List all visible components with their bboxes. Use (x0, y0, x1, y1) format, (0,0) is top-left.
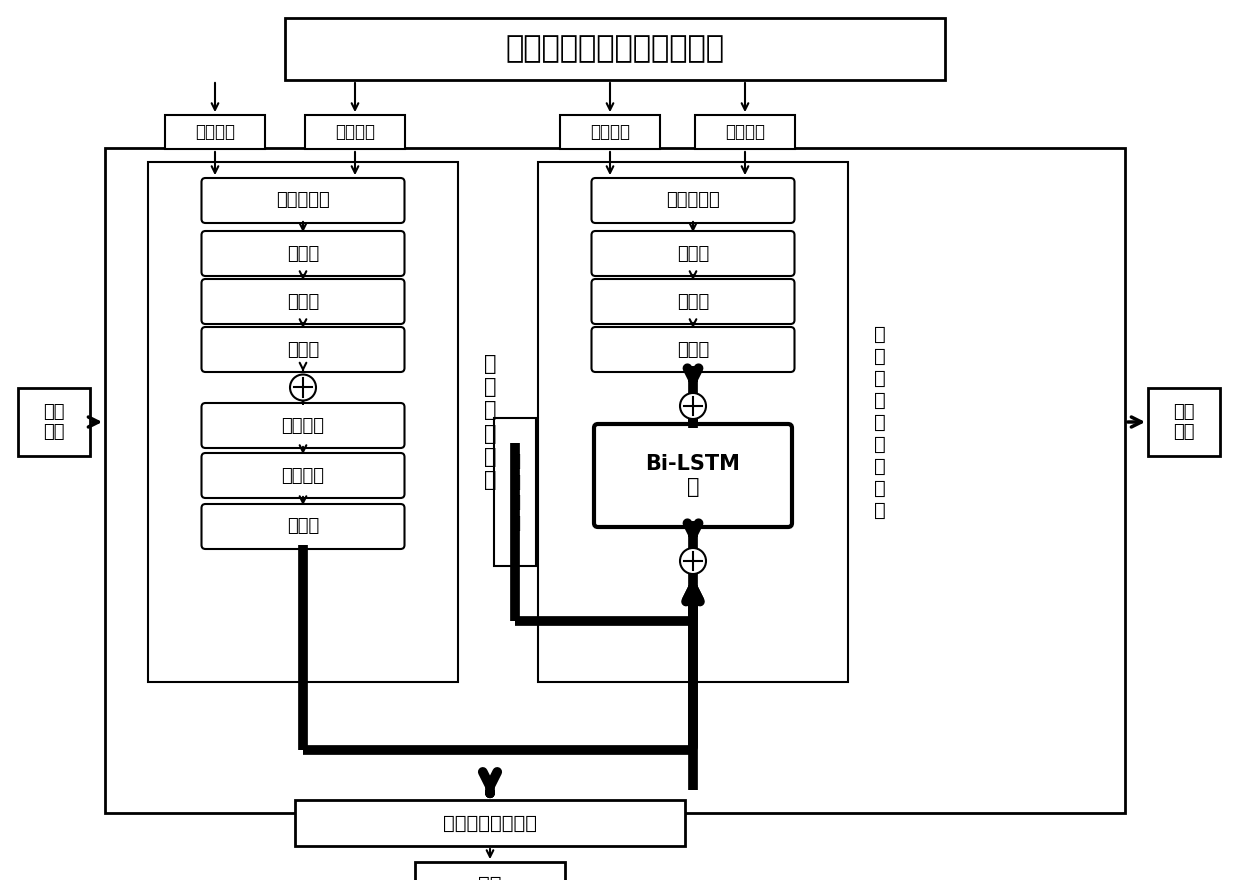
FancyBboxPatch shape (201, 504, 404, 549)
Bar (285, 18, 945, 80)
Bar (105, 148, 1125, 813)
Text: 池化层: 池化层 (286, 341, 319, 358)
Text: 特征融合并正则化: 特征融合并正则化 (443, 813, 537, 832)
FancyBboxPatch shape (201, 327, 404, 372)
Text: 扩展及编码: 扩展及编码 (666, 192, 720, 209)
Bar (560, 115, 660, 149)
Text: 扩展及编码: 扩展及编码 (277, 192, 330, 209)
Bar (494, 418, 536, 566)
Text: 基
序
获
取
模
块: 基 序 获 取 模 块 (484, 354, 496, 490)
FancyBboxPatch shape (201, 231, 404, 276)
Text: 结构数据: 结构数据 (335, 123, 374, 141)
Text: 残
差
模
块: 残 差 模 块 (510, 451, 520, 532)
Text: 序列数据: 序列数据 (590, 123, 630, 141)
FancyBboxPatch shape (201, 279, 404, 324)
Bar (694, 115, 795, 149)
Text: 卷积层: 卷积层 (286, 245, 319, 262)
Text: 激活层: 激活层 (286, 517, 319, 536)
Text: 分类: 分类 (479, 875, 502, 880)
Bar (19, 388, 91, 456)
FancyBboxPatch shape (591, 279, 795, 324)
Text: 输出
结果: 输出 结果 (1173, 402, 1195, 442)
Text: 序列数据: 序列数据 (195, 123, 236, 141)
Bar (538, 162, 848, 682)
Circle shape (290, 375, 316, 400)
FancyBboxPatch shape (201, 453, 404, 498)
FancyBboxPatch shape (591, 327, 795, 372)
FancyBboxPatch shape (201, 178, 404, 223)
Text: 正则化层: 正则化层 (281, 416, 325, 435)
Bar (148, 162, 458, 682)
Text: 上
下
文
语
义
获
取
模
块: 上 下 文 语 义 获 取 模 块 (874, 325, 885, 519)
Text: 待测
数据: 待测 数据 (43, 402, 64, 442)
Bar (1148, 388, 1220, 456)
Text: 激活层: 激活层 (286, 292, 319, 311)
Bar (165, 115, 265, 149)
Text: 池化层: 池化层 (677, 341, 709, 358)
Text: 全连接层: 全连接层 (281, 466, 325, 485)
FancyBboxPatch shape (201, 403, 404, 448)
FancyBboxPatch shape (594, 424, 792, 527)
FancyBboxPatch shape (591, 178, 795, 223)
Circle shape (680, 393, 706, 419)
Circle shape (680, 548, 706, 574)
FancyBboxPatch shape (591, 231, 795, 276)
Text: Bi-LSTM
层: Bi-LSTM 层 (646, 454, 740, 497)
Text: 结构数据: 结构数据 (725, 123, 765, 141)
Text: 激活层: 激活层 (677, 292, 709, 311)
Bar (415, 862, 565, 880)
Text: 输入：序列数据和结构数据: 输入：序列数据和结构数据 (506, 34, 724, 63)
Text: 卷积层: 卷积层 (677, 245, 709, 262)
Bar (295, 800, 684, 846)
Bar (305, 115, 405, 149)
